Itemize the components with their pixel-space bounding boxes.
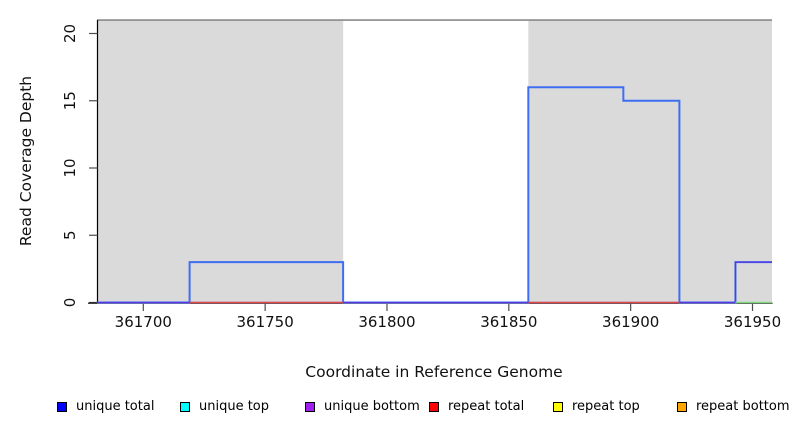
x-tick-label: 361950	[724, 313, 781, 331]
legend-swatch-unique-bottom	[305, 401, 315, 412]
series-unique-bottom	[97, 261, 772, 304]
y-tick-label: 20	[61, 24, 79, 43]
x-axis-title: Coordinate in Reference Genome	[305, 363, 562, 381]
legend-item-unique-total: unique total	[57, 399, 154, 414]
y-axis-title: Read Coverage Depth	[17, 76, 35, 246]
legend-item-repeat-top: repeat top	[553, 399, 640, 414]
legend-item-unique-bottom: unique bottom	[305, 399, 420, 414]
legend-label-unique-total: unique total	[76, 399, 155, 414]
x-tick-label: 361750	[237, 313, 294, 331]
legend: unique total unique top unique bottom repea…	[0, 399, 792, 421]
x-tick-label: 361800	[358, 313, 415, 331]
legend-label-repeat-bottom: repeat bottom	[696, 399, 790, 414]
legend-swatch-unique-total	[57, 401, 67, 412]
legend-item-repeat-bottom: repeat bottom	[677, 399, 790, 414]
y-tick-label: 10	[61, 158, 79, 177]
legend-label-repeat-top: repeat top	[572, 399, 640, 414]
plot-dynamic-layer: 0 5 10 15 20 361700 361750 361800 361850 361900 36…	[61, 19, 781, 331]
coverage-plot: 0 5 10 15 20 361700 361750 361800 361850 361900 36…	[17, 19, 781, 381]
masked-region	[97, 20, 344, 304]
legend-label-unique-top: unique top	[199, 399, 270, 414]
masked-region	[528, 20, 772, 304]
legend-label-repeat-total: repeat total	[448, 399, 525, 414]
legend-swatch-repeat-top	[553, 401, 563, 412]
legend-label-unique-bottom: unique bottom	[324, 399, 420, 414]
x-tick-label: 361700	[115, 313, 172, 331]
y-tick-label: 0	[61, 298, 79, 308]
x-tick-label: 361850	[480, 313, 537, 331]
legend-item-repeat-total: repeat total	[429, 399, 524, 414]
y-tick-label: 5	[61, 230, 79, 240]
y-tick-label: 15	[61, 91, 79, 110]
legend-swatch-unique-top	[180, 401, 190, 412]
legend-item-unique-top: unique top	[180, 399, 269, 414]
legend-swatch-repeat-total	[429, 401, 439, 412]
legend-swatch-repeat-bottom	[677, 401, 687, 412]
x-tick-label: 361900	[602, 313, 659, 331]
